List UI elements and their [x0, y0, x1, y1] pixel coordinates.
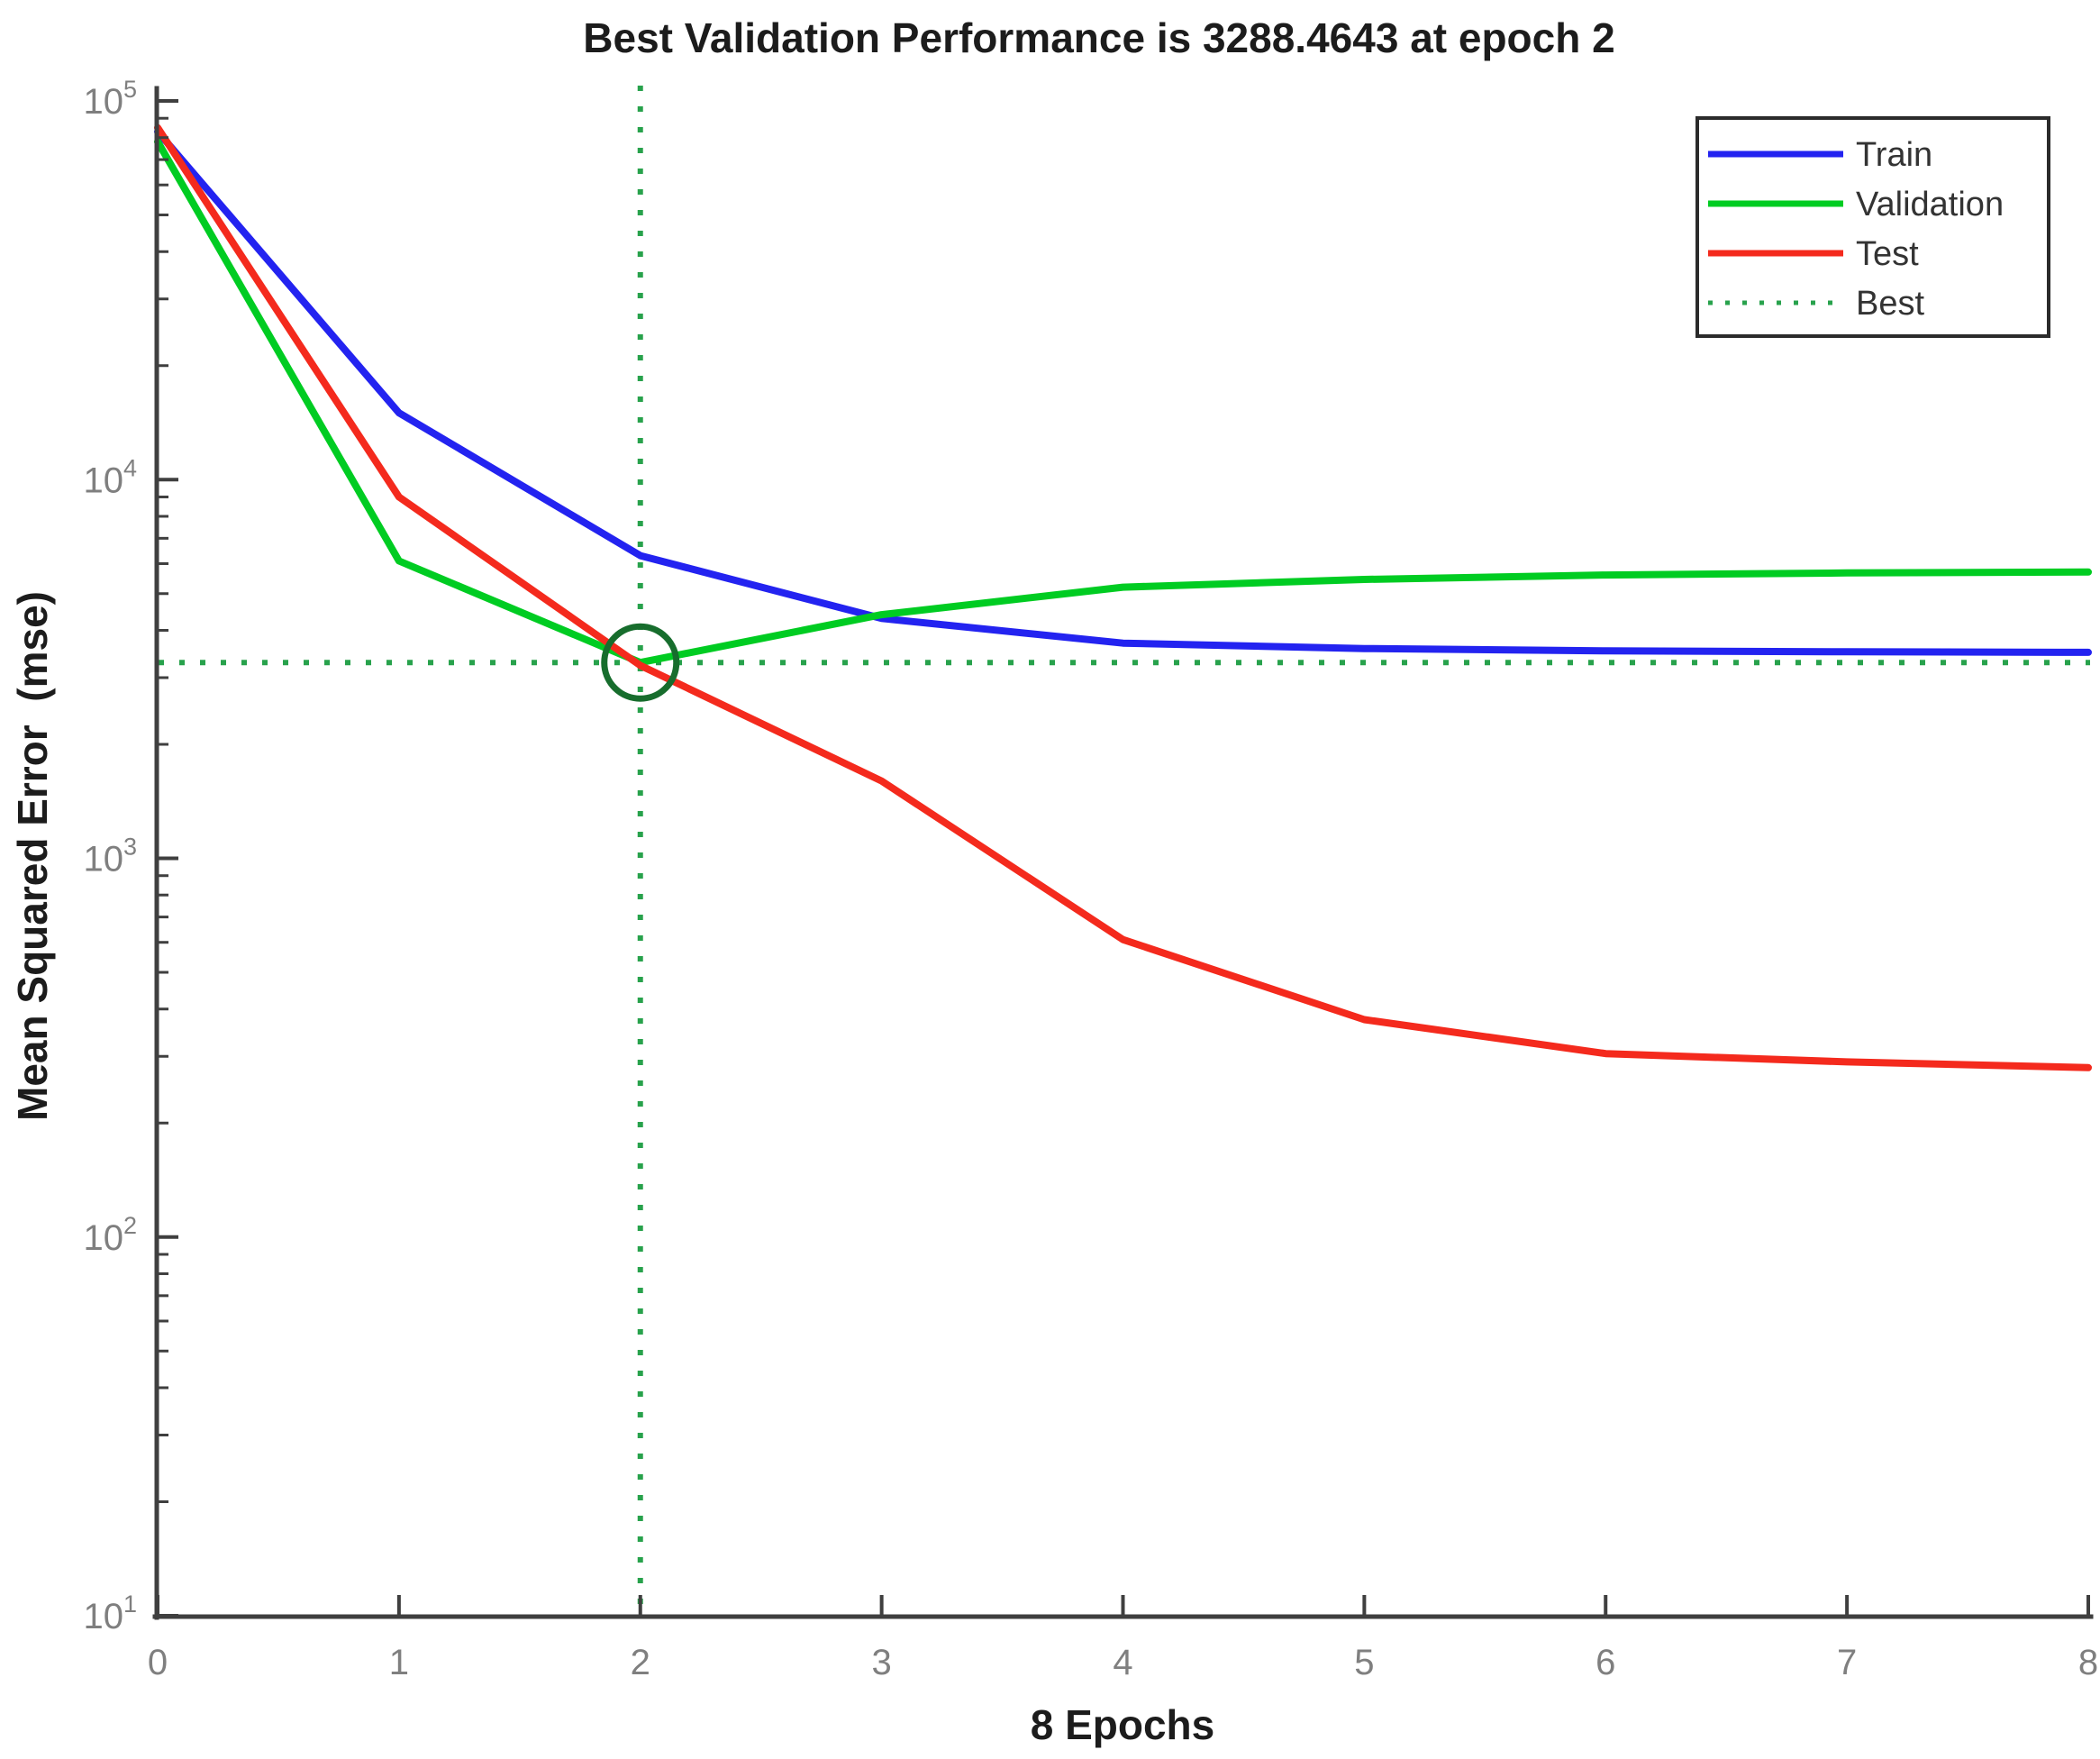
y-tick-label: 102	[83, 1212, 137, 1258]
legend-item-best: Best	[1856, 285, 1924, 323]
validation-curve	[154, 138, 2092, 667]
x-tick-label: 1	[389, 1643, 409, 1682]
x-tick-label: 6	[1595, 1643, 1615, 1682]
train-curve	[154, 128, 2092, 656]
x-tick-label: 4	[1113, 1643, 1132, 1682]
y-axis-label: Mean Squared Error (mse)	[9, 591, 56, 1121]
legend: Train Validation Test Best	[1695, 116, 2050, 338]
series-curves	[154, 123, 2092, 1071]
legend-item-train: Train	[1856, 136, 1932, 174]
chart-title: Best Validation Performance is 3288.4643…	[583, 14, 1614, 61]
legend-item-validation: Validation	[1856, 186, 2004, 223]
y-tick-label: 105	[83, 76, 137, 122]
x-tick-label: 2	[631, 1643, 650, 1682]
best-point-circle	[601, 623, 680, 702]
x-tick-label: 0	[148, 1643, 168, 1682]
x-tick-label: 7	[1837, 1643, 1857, 1682]
x-tick-label: 5	[1354, 1643, 1374, 1682]
test-curve	[154, 123, 2092, 1071]
y-tick-label: 103	[83, 834, 137, 880]
y-tick-label: 101	[83, 1590, 137, 1636]
x-tick-label: 3	[872, 1643, 892, 1682]
y-tick-label: 104	[83, 454, 137, 500]
x-tick-label: 8	[2078, 1643, 2098, 1682]
best-point-marker	[601, 623, 680, 702]
legend-item-test: Test	[1856, 235, 1919, 273]
axes: 0 1 2 3 4 5 6 7 8 101 102 103 104 105	[83, 76, 2098, 1682]
x-axis-label: 8 Epochs	[1031, 1701, 1215, 1748]
